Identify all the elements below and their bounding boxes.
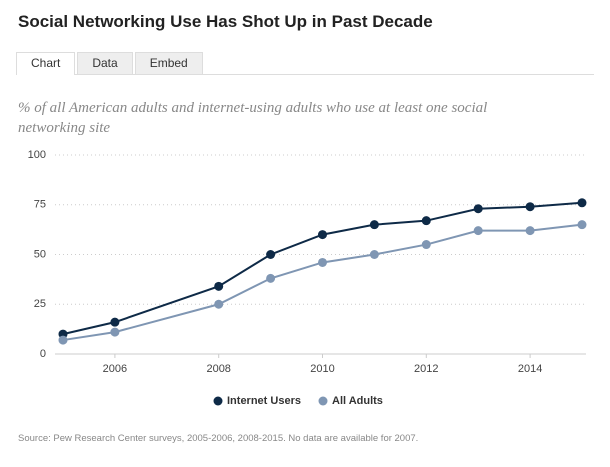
data-point — [525, 226, 535, 236]
x-tick-label: 2014 — [518, 363, 542, 375]
legend-marker — [213, 396, 223, 406]
data-point — [577, 220, 587, 230]
data-point — [421, 216, 431, 226]
chart-subtitle: % of all American adults and internet-us… — [18, 100, 488, 136]
data-point — [577, 198, 587, 208]
tab-bar: Chart Data Embed — [16, 52, 594, 75]
data-point — [318, 257, 327, 267]
data-point — [421, 240, 431, 250]
x-tick-label: 2010 — [310, 363, 334, 375]
data-point — [58, 335, 68, 345]
data-point — [369, 220, 379, 230]
x-tick-label: 2006 — [103, 363, 127, 375]
x-tick-label: 2012 — [414, 363, 438, 375]
data-point — [473, 204, 483, 214]
data-point — [214, 281, 224, 291]
legend-label: All Adults — [332, 395, 383, 407]
tab[interactable]: Data — [77, 52, 133, 74]
legend-marker — [318, 396, 328, 406]
data-point — [525, 202, 535, 212]
data-point — [266, 250, 276, 259]
y-tick-label: 75 — [34, 199, 46, 211]
page-title: Social Networking Use Has Shot Up in Pas… — [18, 12, 433, 31]
y-tick-label: 0 — [40, 348, 46, 360]
tab[interactable]: Embed — [134, 52, 203, 74]
tab[interactable]: Chart — [16, 52, 76, 75]
data-point — [266, 273, 276, 283]
x-tick-label: 2008 — [206, 363, 230, 375]
data-point — [369, 250, 379, 259]
series-line — [62, 223, 583, 342]
data-point — [473, 226, 483, 236]
legend-label: Internet Users — [227, 395, 301, 407]
data-point — [318, 230, 327, 240]
data-point — [110, 317, 120, 327]
y-tick-label: 100 — [28, 149, 46, 161]
y-tick-label: 25 — [34, 298, 46, 310]
data-point — [110, 327, 120, 337]
source-note: Source: Pew Research Center surveys, 200… — [18, 433, 419, 444]
data-point — [214, 299, 224, 309]
series-line — [62, 201, 583, 336]
y-tick-label: 50 — [34, 248, 46, 260]
